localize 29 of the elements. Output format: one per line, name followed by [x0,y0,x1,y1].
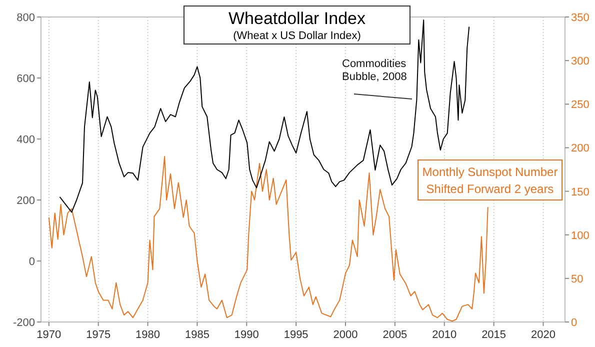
y-tick-label: 200 [16,195,35,207]
x-tick-label: 1975 [86,329,111,341]
x-tick-label: 2015 [482,329,506,341]
y2-tick-label: 0 [571,317,578,329]
x-tick-label: 2010 [432,329,457,341]
y-tick-label: 800 [16,12,35,24]
y2-tick-label: 100 [571,230,590,242]
x-tick-label: 1970 [36,329,62,341]
y2-tick-label: 250 [571,99,590,112]
text: Monthly Sunspot Number Shifted Forward 2 years [422,165,558,196]
chart-title: Wheatdollar Index [228,9,366,28]
text: (Wheat x US Dollar Index) [233,30,361,42]
x-tick-label: 1990 [234,329,259,341]
x-tick-label: 2020 [531,329,556,341]
y2-tick-label: 150 [571,186,590,198]
x-tick-label: 1995 [284,329,308,341]
y2-tick-label: 300 [571,56,590,68]
x-tick-label: 1985 [184,329,210,341]
y2-tick-label: 50 [571,273,584,286]
y-tick-label: -200 [12,317,35,329]
annotation: Commodities Bubble, 2008 [342,58,407,83]
x-tick-label: 1980 [136,329,160,341]
x-tick-label: 2005 [382,329,408,341]
y2-tick-label: 350 [571,12,590,24]
y-tick-label: 0 [28,256,35,268]
y2-tick-label: 200 [571,142,590,155]
x-tick-label: 2000 [333,329,358,341]
y-tick-label: 600 [16,73,35,85]
y-tick-label: 400 [16,134,35,146]
